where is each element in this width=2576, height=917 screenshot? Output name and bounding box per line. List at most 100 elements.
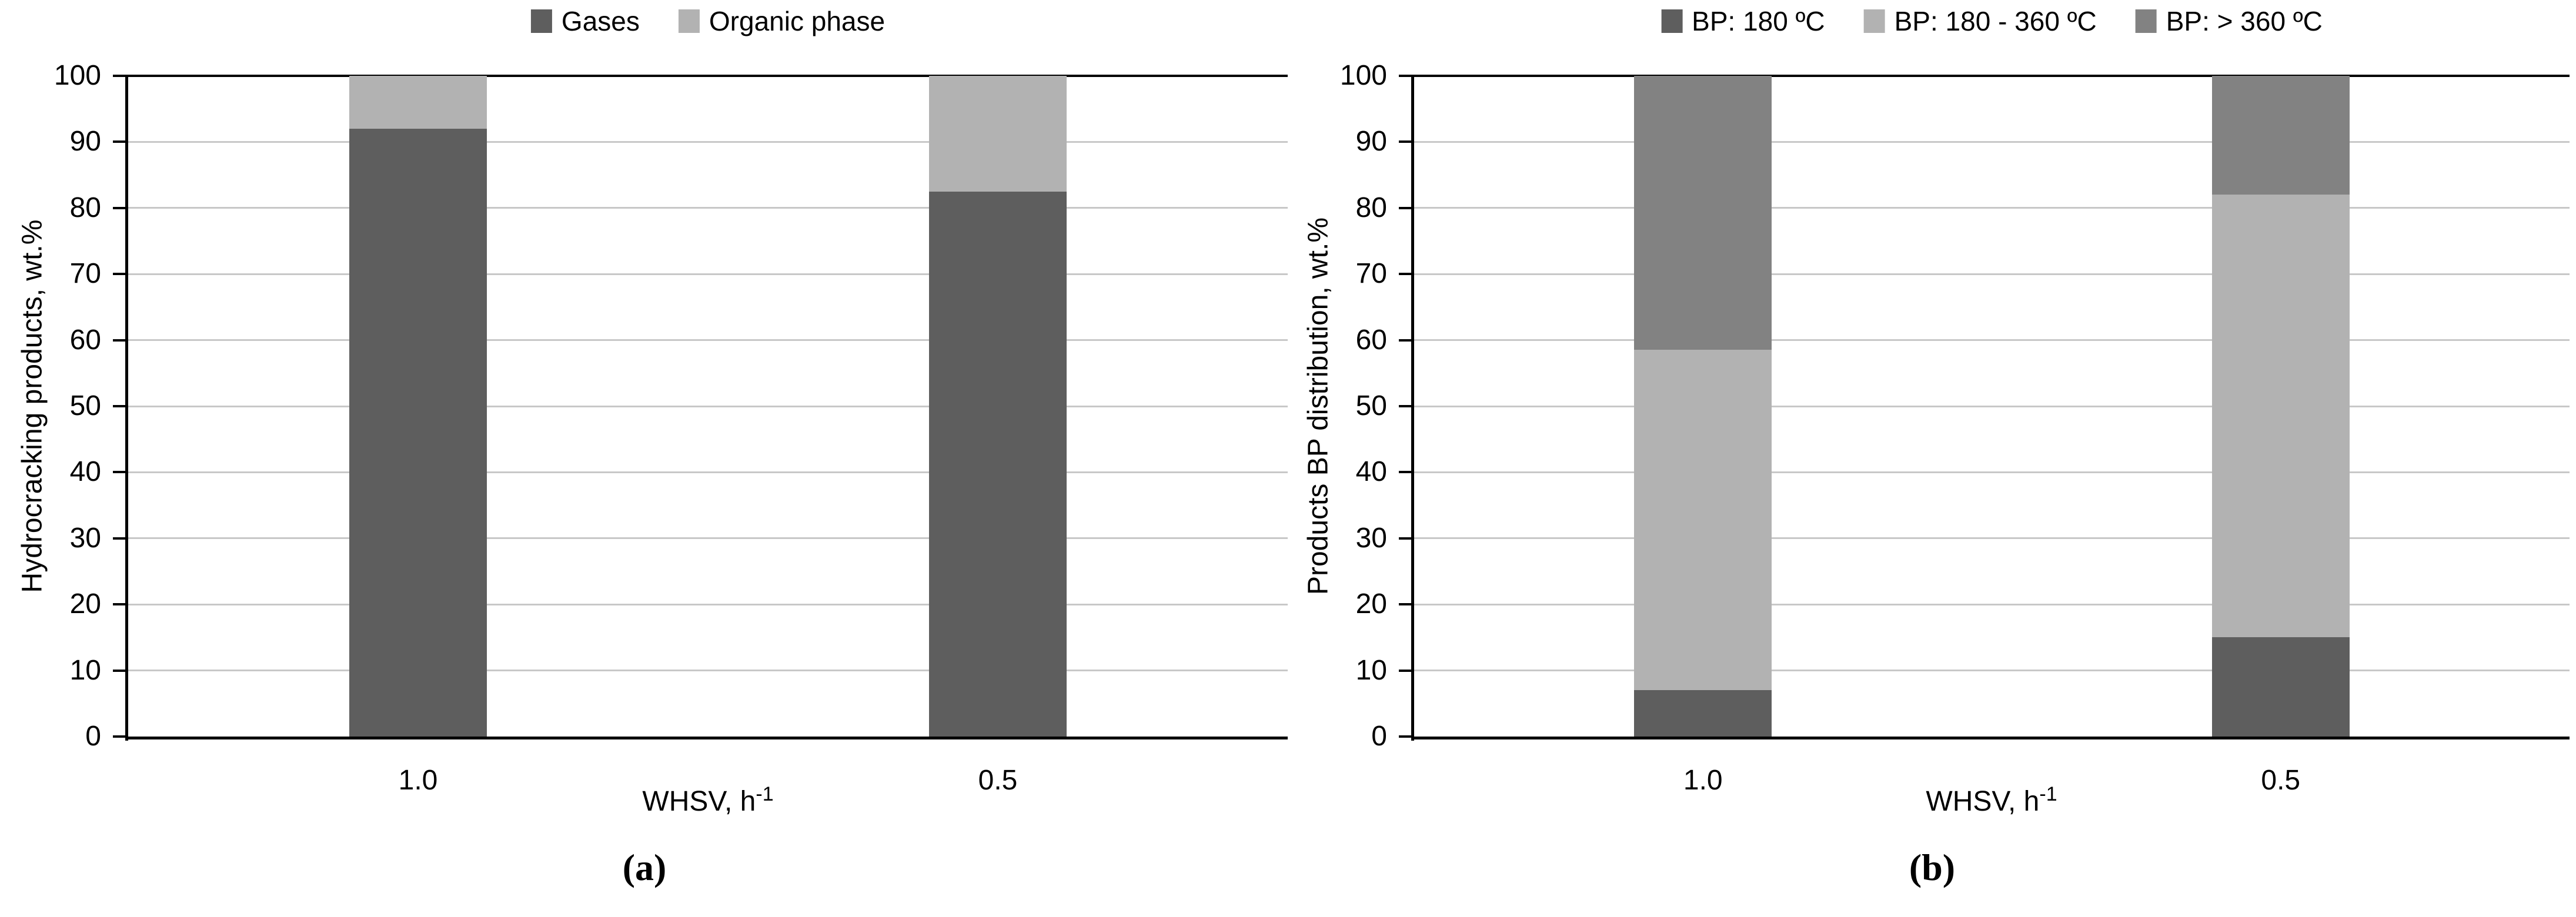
y-axis-tick	[113, 603, 128, 606]
y-axis-tick	[113, 75, 128, 77]
gridline	[1414, 537, 2570, 540]
y-axis-tick	[113, 140, 128, 143]
y-tick-label: 90	[69, 126, 101, 158]
y-tick-label: 70	[1355, 258, 1387, 290]
bar-segment	[1634, 76, 1772, 350]
gridline	[1414, 207, 2570, 209]
y-axis-tick	[113, 537, 128, 540]
legend: BP: 180 ºC BP: 180 - 360 ºC BP: > 360 ºC	[1661, 5, 2323, 38]
gridline	[128, 471, 1288, 473]
y-tick-label: 30	[69, 522, 101, 554]
y-tick-label: 10	[1355, 654, 1387, 686]
panel-caption-b: (b)	[1909, 846, 1956, 888]
legend-label: BP: > 360 ºC	[2166, 6, 2323, 36]
y-tick-label: 60	[1355, 324, 1387, 356]
x-axis-line	[125, 737, 1288, 739]
x-tick-label: 0.5	[978, 765, 1018, 796]
y-tick-label: 80	[1355, 192, 1387, 223]
y-tick-label: 0	[1371, 721, 1387, 752]
y-axis-line	[1411, 75, 1414, 741]
y-tick-label: 100	[1339, 60, 1387, 91]
legend-item: BP: 180 - 360 ºC	[1863, 5, 2097, 38]
x-axis-title-text: WHSV, h	[1926, 786, 2040, 817]
y-tick-label: 80	[69, 192, 101, 223]
y-axis-tick	[1399, 140, 1414, 143]
y-axis-tick	[1399, 405, 1414, 407]
y-tick-label: 50	[69, 390, 101, 421]
gridline	[1414, 140, 2570, 143]
legend-label: BP: 180 ºC	[1692, 6, 1825, 36]
bar-segment	[2211, 195, 2350, 638]
gridline	[1414, 670, 2570, 672]
y-tick-label: 40	[69, 456, 101, 488]
y-axis-tick	[113, 669, 128, 672]
gridline	[128, 207, 1288, 209]
y-tick-label: 20	[1355, 588, 1387, 620]
y-tick-label: 60	[69, 324, 101, 356]
legend-swatch	[2135, 9, 2157, 33]
y-axis-tick	[1399, 537, 1414, 540]
y-tick-label: 10	[69, 654, 101, 686]
gridline	[128, 603, 1288, 605]
x-tick-label: 1.0	[1683, 765, 1723, 796]
x-axis-title-superscript: -1	[2039, 783, 2057, 805]
gridline	[1414, 471, 2570, 473]
bar-segment	[349, 76, 487, 129]
gridline	[128, 405, 1288, 407]
y-axis-tick	[113, 471, 128, 474]
legend-item: Gases	[530, 5, 640, 38]
panel-caption-a: (a)	[622, 846, 667, 888]
y-axis-tick	[1399, 273, 1414, 276]
legend-label: Organic phase	[709, 6, 886, 36]
gridline	[1414, 603, 2570, 605]
x-axis-line	[1411, 737, 2570, 739]
legend-item: BP: > 360 ºC	[2135, 5, 2323, 38]
gridline	[128, 140, 1288, 143]
bar-segment	[2211, 76, 2350, 195]
y-axis-tick	[1399, 471, 1414, 474]
gridline	[128, 670, 1288, 672]
legend-label: BP: 180 - 360 ºC	[1894, 6, 2097, 36]
x-tick-label: 0.5	[2261, 765, 2301, 796]
legend-item: Organic phase	[678, 5, 886, 38]
y-tick-label: 70	[69, 258, 101, 290]
y-tick-label: 90	[1355, 126, 1387, 158]
legend-swatch	[1661, 9, 1683, 33]
x-axis-title-b: WHSV, h-1	[1926, 783, 2057, 818]
y-tick-label: 100	[54, 60, 101, 91]
y-axis-tick	[113, 273, 128, 276]
gridline	[128, 273, 1288, 275]
legend: Gases Organic phase	[530, 5, 886, 38]
legend-item: BP: 180 ºC	[1661, 5, 1825, 38]
y-axis-tick	[1399, 603, 1414, 606]
x-tick-label: 1.0	[398, 765, 438, 796]
y-axis-tick	[1399, 735, 1414, 738]
y-tick-label: 20	[69, 588, 101, 620]
legend-swatch	[530, 9, 552, 33]
y-tick-label: 50	[1355, 390, 1387, 421]
legend-swatch	[1863, 9, 1885, 33]
gridline	[1414, 339, 2570, 342]
bar-segment	[929, 76, 1067, 192]
y-axis-tick	[1399, 206, 1414, 209]
y-axis-tick	[1399, 75, 1414, 77]
gridline	[1414, 405, 2570, 407]
bar-segment	[1634, 690, 1772, 737]
y-axis-tick	[113, 206, 128, 209]
x-axis-title-a: WHSV, h-1	[642, 783, 773, 818]
gridline	[128, 537, 1288, 540]
y-axis-tick	[113, 735, 128, 738]
plot-top-border	[128, 75, 1288, 77]
y-tick-label: 0	[85, 721, 101, 752]
bar-segment	[2211, 637, 2350, 737]
y-tick-label: 30	[1355, 522, 1387, 554]
y-tick-label: 40	[1355, 456, 1387, 488]
x-axis-title-superscript: -1	[756, 783, 774, 805]
gridline	[128, 339, 1288, 342]
y-axis-tick	[113, 405, 128, 407]
x-axis-title-text: WHSV, h	[642, 786, 756, 817]
gridline	[1414, 273, 2570, 275]
bar-segment	[349, 128, 487, 737]
plot-top-border	[1414, 75, 2570, 77]
